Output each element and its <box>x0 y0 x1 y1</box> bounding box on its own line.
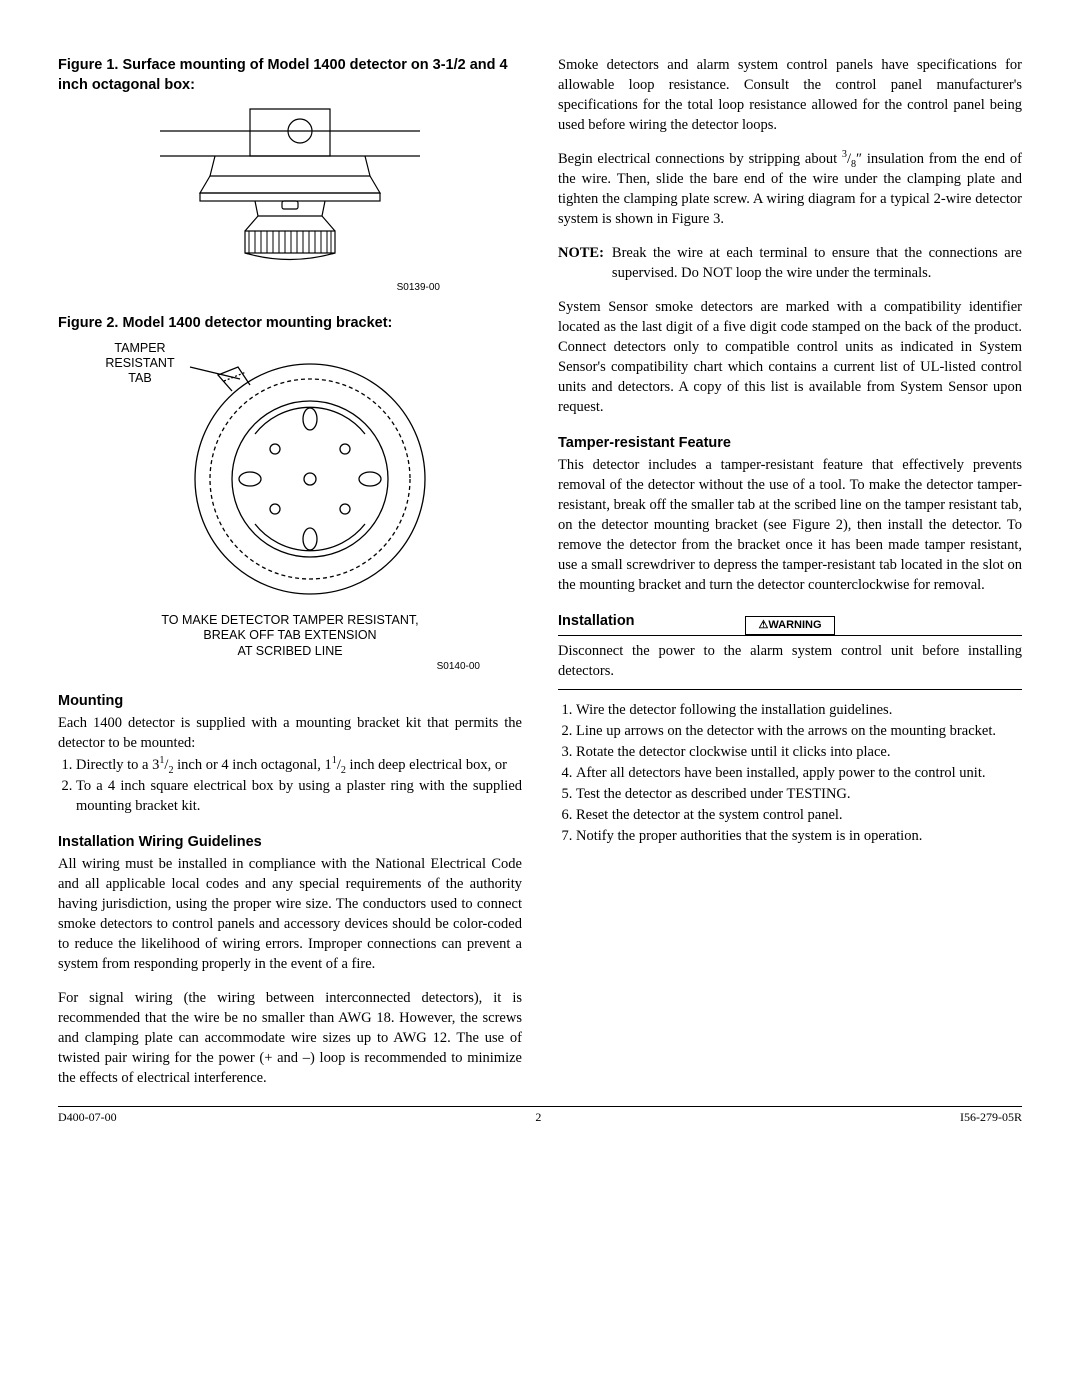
right-p1: Smoke detectors and alarm system control… <box>558 55 1022 135</box>
mounting-item1-mid: inch or 4 inch octagonal, 1 <box>174 757 332 773</box>
install-step-6: Reset the detector at the system control… <box>576 805 1022 825</box>
install-step-4: After all detectors have been installed,… <box>576 763 1022 783</box>
figure1-title: Figure 1. Surface mounting of Model 1400… <box>58 55 522 95</box>
install-step-3: Rotate the detector clockwise until it c… <box>576 742 1022 762</box>
page-footer: D400-07-00 2 I56-279-05R <box>58 1106 1022 1126</box>
right-p2: Begin electrical connections by strippin… <box>558 149 1022 229</box>
tamper-label: TAMPER RESISTANT TAB <box>90 341 190 386</box>
mounting-heading: Mounting <box>58 691 522 711</box>
note-block: NOTE: Break the wire at each terminal to… <box>558 243 1022 283</box>
mounting-item1-post: inch deep electrical box, or <box>346 757 507 773</box>
note-label: NOTE: <box>558 243 604 283</box>
tamper-label-l2: RESISTANT <box>105 356 174 370</box>
wiring-heading: Installation Wiring Guidelines <box>58 832 522 852</box>
figure2-sub-l2: BREAK OFF TAB EXTENSION <box>203 628 376 642</box>
warning-badge: ⚠WARNING <box>745 616 835 635</box>
footer-left: D400-07-00 <box>58 1109 117 1126</box>
figure2-code: S0140-00 <box>100 660 480 674</box>
install-step-2: Line up arrows on the detector with the … <box>576 721 1022 741</box>
install-step-5: Test the detector as described under TES… <box>576 784 1022 804</box>
right-p2-pre: Begin electrical connections by strippin… <box>558 151 842 167</box>
mounting-item1-pre: Directly to a 3 <box>76 757 159 773</box>
right-column: Smoke detectors and alarm system control… <box>558 55 1022 1088</box>
figure2-sub-l3: AT SCRIBED LINE <box>237 644 342 658</box>
figure1-code: S0139-00 <box>140 281 440 295</box>
figure2-box: TAMPER RESISTANT TAB <box>58 339 522 674</box>
figure1-diagram <box>140 101 440 281</box>
figure2-sub-l1: TO MAKE DETECTOR TAMPER RESISTANT, <box>161 613 418 627</box>
figure1-box: S0139-00 <box>58 101 522 295</box>
mounting-item-1: Directly to a 31/2 inch or 4 inch octago… <box>76 755 522 775</box>
tamper-label-l3: TAB <box>128 371 151 385</box>
note-text: Break the wire at each terminal to ensur… <box>612 243 1022 283</box>
tamper-heading: Tamper-resistant Feature <box>558 433 1022 453</box>
install-step-1: Wire the detector following the installa… <box>576 700 1022 720</box>
installation-steps: Wire the detector following the installa… <box>558 700 1022 846</box>
mounting-list: Directly to a 31/2 inch or 4 inch octago… <box>58 755 522 816</box>
left-column: Figure 1. Surface mounting of Model 1400… <box>58 55 522 1088</box>
right-p3: System Sensor smoke detectors are marked… <box>558 297 1022 417</box>
install-step-7: Notify the proper authorities that the s… <box>576 826 1022 846</box>
mounting-item-2: To a 4 inch square electrical box by usi… <box>76 776 522 816</box>
figure2-title: Figure 2. Model 1400 detector mounting b… <box>58 313 522 333</box>
tamper-paragraph: This detector includes a tamper-resistan… <box>558 455 1022 595</box>
mounting-intro: Each 1400 detector is supplied with a mo… <box>58 713 522 753</box>
warning-text: Disconnect the power to the alarm system… <box>558 641 1022 681</box>
footer-center: 2 <box>535 1109 541 1126</box>
figure2-sublabel: TO MAKE DETECTOR TAMPER RESISTANT, BREAK… <box>90 613 490 660</box>
two-column-layout: Figure 1. Surface mounting of Model 1400… <box>58 55 1022 1088</box>
wiring-p2: For signal wiring (the wiring between in… <box>58 988 522 1088</box>
footer-right: I56-279-05R <box>960 1109 1022 1126</box>
wiring-p1: All wiring must be installed in complian… <box>58 854 522 974</box>
tamper-label-l1: TAMPER <box>114 341 165 355</box>
